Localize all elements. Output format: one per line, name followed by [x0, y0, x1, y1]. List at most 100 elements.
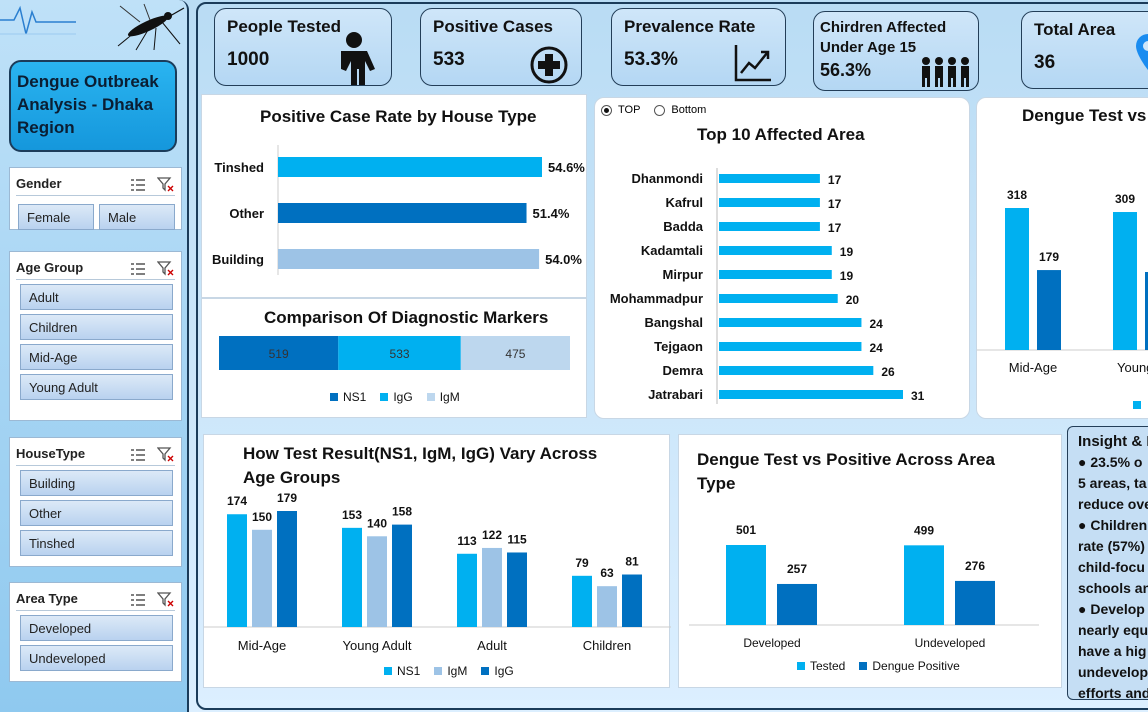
bar [955, 580, 995, 625]
data-label: 63 [600, 566, 614, 580]
insight-line: have a hig [1078, 643, 1147, 659]
category-label: Young A [1117, 360, 1148, 375]
bar [719, 390, 903, 399]
slicer-item-young-adult[interactable]: Young Adult [20, 374, 173, 400]
data-label: 153 [342, 508, 362, 522]
bar [719, 318, 862, 327]
gender-slicer-label: Gender [16, 176, 62, 191]
area-type-panel: Dengue Test vs Positive Across Area Type… [678, 434, 1062, 688]
insight-box: Insight & R ● 23.5% o 5 areas, ta reduce ov… [1067, 426, 1148, 700]
kpi-label: Total Area [1034, 20, 1116, 39]
slicer-item-mid-age[interactable]: Mid-Age [20, 344, 173, 370]
kpi-label: Chirdren Affected Under Age 15 [820, 19, 947, 56]
slicer-item-undeveloped[interactable]: Undeveloped [20, 645, 173, 671]
top-areas-panel: TOP Bottom Top 10 Affected Area Dhanmond… [594, 97, 970, 419]
bar [278, 203, 527, 223]
insight-line: 5 areas, ta [1078, 475, 1147, 491]
stacked-segment [219, 336, 339, 370]
clear-filter-icon[interactable] [157, 260, 175, 276]
bar [367, 536, 387, 627]
bar [457, 553, 477, 627]
multi-select-icon[interactable] [129, 260, 147, 276]
data-label: 499 [914, 523, 934, 537]
multi-select-icon[interactable] [129, 176, 147, 192]
area-type-slicer-label: Area Type [16, 591, 78, 606]
bar [904, 545, 944, 625]
area-type-slicer: Area Type Developed Undeveloped [9, 582, 182, 682]
kpi-value: 1000 [227, 49, 270, 70]
kpi-value: 533 [433, 49, 465, 70]
children-group-icon [922, 57, 969, 87]
legend-item: NS1 [330, 390, 366, 404]
insight-line: nearly equ [1078, 622, 1148, 638]
sidebar: Dengue Outbreak Analysis - Dhaka Region … [0, 0, 189, 712]
bar [507, 552, 527, 627]
top-areas-bar-chart: Dhanmondi 17 Kafrul 17 Badda 17 Kadamtali 19 Mir… [610, 168, 925, 404]
data-label: 17 [828, 197, 842, 211]
data-label: 309 [1115, 192, 1135, 206]
kpi-value: 56.3% [820, 60, 872, 80]
data-label: 19 [840, 245, 854, 259]
insight-line: undevelop [1078, 664, 1148, 680]
slicer-item-building[interactable]: Building [20, 470, 173, 496]
data-label: 179 [277, 491, 297, 505]
slicer-item-children[interactable]: Children [20, 314, 173, 340]
kpi-people-tested: People Tested 1000 [214, 8, 392, 86]
test-vs-positive-age-panel: Dengue Test vs P 318 179 Mid-Age 309 Young A [976, 97, 1148, 419]
data-label: 276 [965, 559, 985, 573]
category-label: Tejgaon [654, 339, 703, 354]
house-type-chart-panel: Positive Case Rate by House Type Tinshed… [201, 94, 587, 298]
bar [777, 583, 817, 625]
stacked-segment [338, 336, 461, 370]
clear-filter-icon[interactable] [157, 446, 175, 462]
insight-line: ● 23.5% o [1078, 454, 1143, 470]
slicer-item-other[interactable]: Other [20, 500, 173, 526]
category-label: Developed [743, 636, 800, 650]
category-label: Children [583, 638, 631, 653]
insight-line: ● Develop [1078, 601, 1145, 617]
slicer-item-tinshed[interactable]: Tinshed [20, 530, 173, 556]
data-label: 31 [911, 389, 925, 403]
clear-filter-icon[interactable] [157, 176, 175, 192]
data-label: 257 [787, 562, 807, 576]
bar [719, 222, 820, 231]
data-label: 174 [227, 494, 247, 508]
slicer-item-male[interactable]: Male [99, 204, 175, 230]
chart-title: Top 10 Affected Area [697, 125, 865, 144]
test-vs-positive-age-chart: 318 179 Mid-Age 309 Young A [977, 188, 1148, 409]
clear-filter-icon[interactable] [157, 591, 175, 607]
kpi-total-area: Total Area 36 [1021, 11, 1148, 89]
insight-line: ● Children [1078, 517, 1148, 533]
kpi-value: 53.3% [624, 49, 678, 70]
data-label: 519 [269, 347, 289, 361]
category-label: Demra [663, 363, 704, 378]
slicer-item-developed[interactable]: Developed [20, 615, 173, 641]
data-label: 150 [252, 510, 272, 524]
data-label: 179 [1039, 250, 1059, 264]
category-label: Mid-Age [1009, 360, 1057, 375]
bar [278, 157, 542, 177]
category-label: Jatrabari [648, 387, 703, 402]
data-label: 113 [457, 534, 477, 548]
insight-line: rate (57%) [1078, 538, 1145, 554]
slicer-item-adult[interactable]: Adult [20, 284, 173, 310]
bar [1037, 270, 1061, 350]
age-group-results-chart: 174 150 179 Mid-Age 153 140 158 Young Adult 113 1… [204, 491, 671, 653]
data-label: 54.6% [548, 160, 585, 175]
bar [719, 198, 820, 207]
multi-select-icon[interactable] [129, 591, 147, 607]
data-label: 54.0% [545, 252, 582, 267]
category-label: Bangshal [644, 315, 703, 330]
radio-top[interactable]: TOP [601, 104, 640, 116]
radio-bottom[interactable]: Bottom [654, 104, 706, 116]
bar [392, 524, 412, 627]
slicer-item-female[interactable]: Female [18, 204, 94, 230]
insight-line: reduce ove [1078, 496, 1148, 512]
kpi-label: Prevalence Rate [624, 17, 756, 36]
bar [719, 342, 862, 351]
multi-select-icon[interactable] [129, 446, 147, 462]
category-label: Building [212, 252, 264, 267]
bar [719, 294, 838, 303]
bar [227, 514, 247, 627]
legend-swatch [1133, 401, 1141, 409]
